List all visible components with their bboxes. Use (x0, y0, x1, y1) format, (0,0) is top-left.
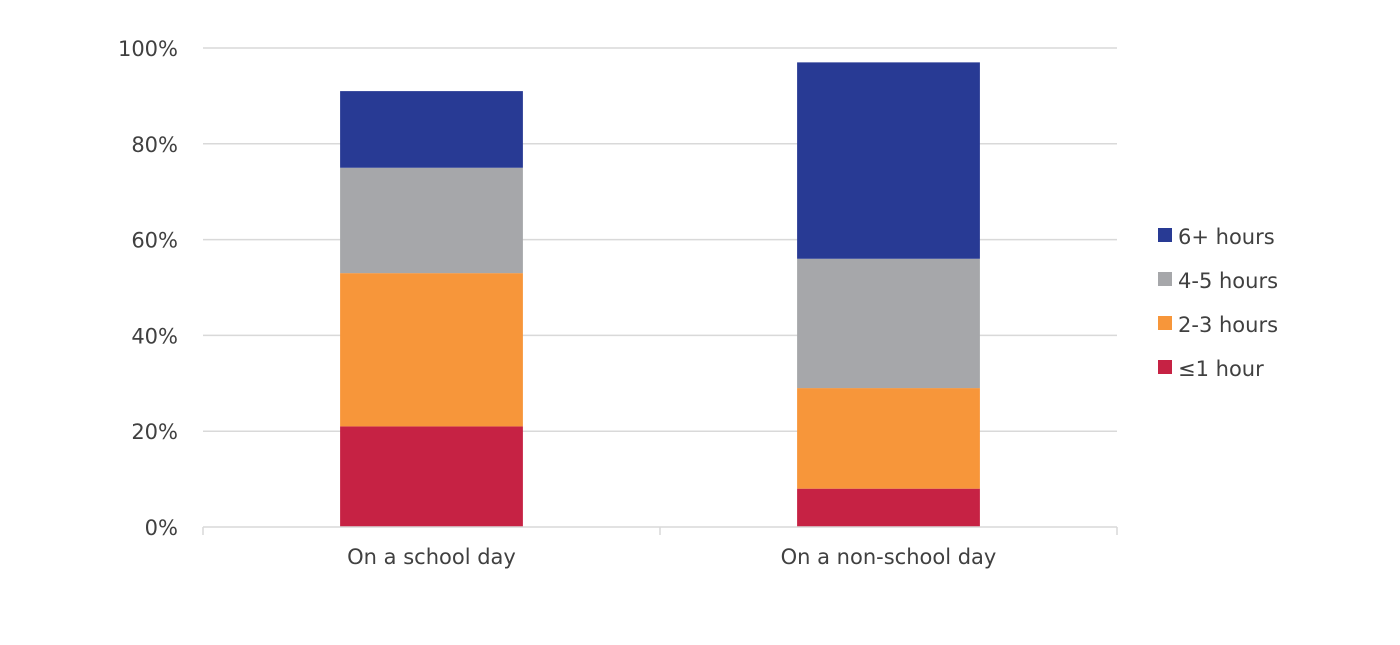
legend-swatch (1158, 272, 1172, 286)
bar-segment (340, 426, 523, 527)
y-axis-tick-labels: 0% 20% 40% 60% 80% 100% (118, 37, 178, 540)
legend-label: 2-3 hours (1178, 313, 1278, 337)
bars (340, 62, 980, 527)
y-tick-label: 60% (131, 229, 178, 253)
legend-label: 4-5 hours (1178, 269, 1278, 293)
bar-segment (797, 388, 980, 489)
legend-swatch (1158, 316, 1172, 330)
bar-segment (797, 488, 980, 527)
legend-swatch (1158, 228, 1172, 242)
y-tick-label: 0% (145, 516, 178, 540)
legend-label: ≤1 hour (1178, 357, 1264, 381)
x-axis-category-labels: On a school day On a non-school day (347, 545, 996, 569)
y-tick-label: 100% (118, 37, 178, 61)
y-tick-label: 80% (131, 133, 178, 157)
bar-segment (340, 273, 523, 427)
bar-segment (340, 91, 523, 168)
y-tick-label: 20% (131, 420, 178, 444)
legend: 6+ hours 4-5 hours 2-3 hours ≤1 hour (1158, 225, 1278, 381)
x-category-label: On a non-school day (781, 545, 997, 569)
legend-swatch (1158, 360, 1172, 374)
bar-segment (797, 258, 980, 389)
x-category-label: On a school day (347, 545, 516, 569)
bar-segment (797, 62, 980, 259)
x-axis (202, 526, 1118, 535)
y-tick-label: 40% (131, 324, 178, 348)
bar-segment (340, 167, 523, 274)
legend-label: 6+ hours (1178, 225, 1275, 249)
